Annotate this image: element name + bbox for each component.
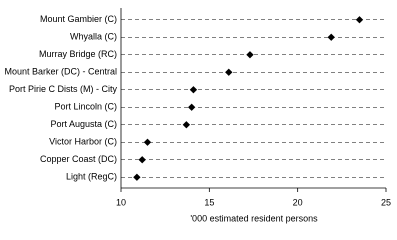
dot <box>355 16 364 24</box>
dot <box>187 103 196 111</box>
y-tick-label: Port Augusta (C) <box>50 119 117 129</box>
y-tick-label: Whyalla (C) <box>70 32 117 42</box>
dot <box>225 68 233 76</box>
y-tick-label: Mount Gambier (C) <box>40 14 117 24</box>
y-tick-label: Mount Barker (DC) - Central <box>4 67 117 77</box>
dot <box>138 156 146 164</box>
y-tick-label: Light (RegC) <box>66 172 117 182</box>
x-axis-label: '000 estimated resident persons <box>190 213 318 223</box>
dot <box>133 173 141 181</box>
y-tick-label: Port Pirie C Dists (M) - City <box>9 84 118 94</box>
x-tick-label: 10 <box>116 197 126 207</box>
dot <box>143 138 152 146</box>
x-tick-label: 15 <box>204 197 214 207</box>
x-tick-label: 20 <box>293 197 303 207</box>
y-tick-label: Victor Harbor (C) <box>49 137 117 147</box>
y-tick-label: Murray Bridge (RC) <box>39 49 117 59</box>
x-tick-label: 25 <box>381 197 391 207</box>
y-tick-label: Port Lincoln (C) <box>54 102 117 112</box>
dot <box>246 51 254 59</box>
dot <box>327 33 335 41</box>
y-tick-label: Copper Coast (DC) <box>40 154 117 164</box>
dot <box>189 86 198 94</box>
chart: '000 estimated resident persons Mount Ga… <box>4 8 391 223</box>
dot <box>182 121 191 129</box>
